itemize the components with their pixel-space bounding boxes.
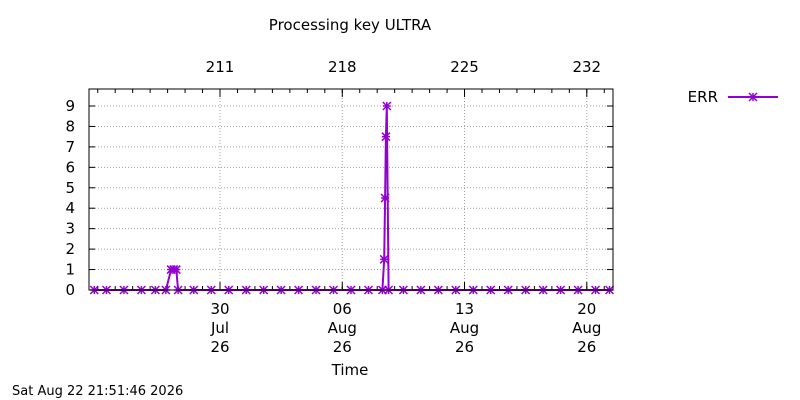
x-top-tick-label: 218: [328, 58, 357, 76]
x-tick-label: 13: [455, 300, 474, 318]
x-tick-label: 26: [333, 338, 352, 356]
y-tick-label: 3: [65, 220, 75, 238]
y-tick-label: 0: [65, 281, 75, 299]
series-layer: [89, 101, 615, 295]
y-tick-label: 8: [65, 117, 75, 135]
x-tick-label: 26: [455, 338, 474, 356]
y-tick-label: 5: [65, 179, 75, 197]
x-tick-label: 20: [577, 300, 596, 318]
tick-labels: 012345678930Jul2606Aug2613Aug2620Aug2621…: [65, 58, 601, 356]
x-tick-label: Jul: [210, 319, 229, 337]
x-axis-label: Time: [331, 361, 369, 379]
x-top-tick-label: 232: [572, 58, 601, 76]
data-point: [171, 265, 181, 275]
y-tick-label: 7: [65, 138, 75, 156]
x-tick-label: Aug: [328, 319, 357, 337]
data-point: [381, 132, 391, 142]
x-tick-label: 30: [210, 300, 229, 318]
y-tick-label: 1: [65, 261, 75, 279]
plot-frame: [88, 88, 614, 291]
x-tick-label: Aug: [572, 319, 601, 337]
legend: ERR: [688, 88, 778, 106]
chart-title: Processing key ULTRA: [269, 16, 432, 34]
data-point: [382, 101, 392, 111]
grid: [89, 89, 613, 291]
data-point: [379, 254, 389, 264]
timestamp: Sat Aug 22 21:51:46 2026: [12, 384, 183, 399]
legend-marker-glyph: [748, 92, 758, 102]
y-tick-label: 9: [65, 97, 75, 115]
x-tick-label: 06: [333, 300, 352, 318]
legend-marker-err: [748, 92, 758, 102]
x-tick-label: 26: [210, 338, 229, 356]
x-tick-label: Aug: [450, 319, 479, 337]
y-tick-label: 2: [65, 240, 75, 258]
legend-label-err: ERR: [688, 88, 718, 106]
x-tick-label: 26: [577, 338, 596, 356]
x-top-tick-label: 225: [450, 58, 479, 76]
series-line-err: [94, 105, 610, 291]
axis-ticks: [89, 89, 613, 291]
x-top-tick-label: 211: [206, 58, 235, 76]
y-tick-label: 6: [65, 158, 75, 176]
data-point: [380, 193, 390, 203]
y-tick-label: 4: [65, 199, 75, 217]
